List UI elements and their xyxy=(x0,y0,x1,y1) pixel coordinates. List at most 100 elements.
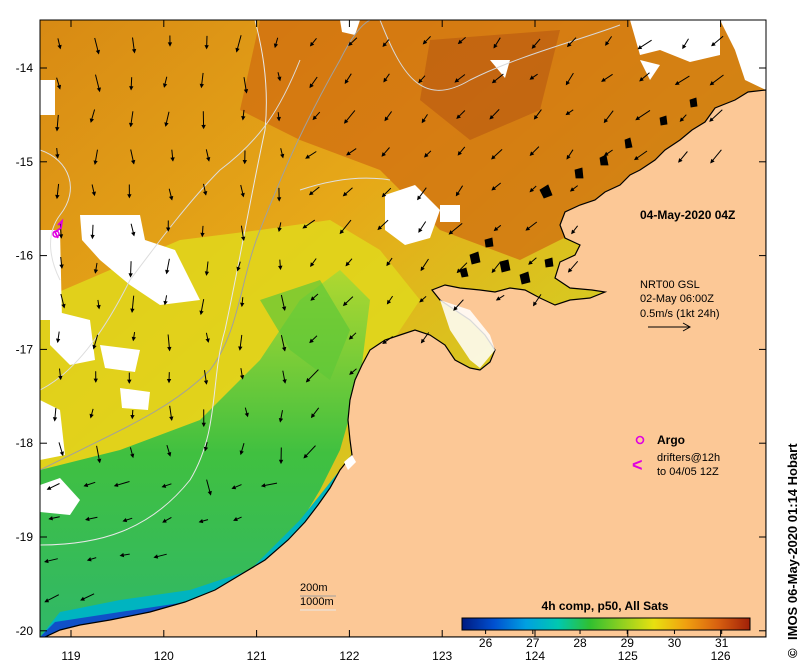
current-vector-head xyxy=(131,336,137,342)
current-vector-head xyxy=(86,557,92,562)
current-vector-head xyxy=(57,44,62,50)
current-vector-head xyxy=(601,77,606,82)
current-vector-head xyxy=(166,379,172,384)
current-vector-head xyxy=(491,155,496,160)
current-vector-head xyxy=(96,304,101,310)
colorbar-tick-label: 26 xyxy=(479,636,493,650)
current-vector-head xyxy=(55,154,60,159)
lat-tick-label: -16 xyxy=(16,249,34,263)
current-vector-head xyxy=(348,335,354,340)
lon-tick-label: 120 xyxy=(154,649,174,663)
current-vector-head xyxy=(456,268,462,274)
current-vector-head xyxy=(240,236,246,242)
current-vector-head xyxy=(231,485,237,490)
current-vector-head xyxy=(346,151,351,156)
current-source-label: NRT00 GSL xyxy=(640,279,700,291)
current-vector-head xyxy=(635,116,641,121)
current-vector-head xyxy=(456,114,461,119)
current-vector-head xyxy=(58,234,64,239)
current-vector-head xyxy=(239,374,245,380)
current-vector-head xyxy=(377,225,382,231)
current-vector-head xyxy=(235,47,240,53)
current-vector-head xyxy=(131,231,136,237)
plot-area xyxy=(40,20,766,637)
current-vector-head xyxy=(633,155,639,161)
current-vector-head xyxy=(342,301,348,307)
current-vector-head xyxy=(308,190,314,196)
vector-scale-arrow xyxy=(648,322,692,332)
current-vector-head xyxy=(240,302,245,308)
current-vector-head xyxy=(303,453,309,459)
copyright-icon: © xyxy=(785,648,800,658)
current-vector-head xyxy=(310,262,315,268)
current-vector-head xyxy=(312,115,318,121)
current-vector-head xyxy=(529,151,535,156)
current-vector-head xyxy=(278,417,284,423)
current-vector-head xyxy=(93,160,98,166)
current-vector-head xyxy=(96,87,101,93)
current-vector-head xyxy=(420,338,426,344)
cloud-mask xyxy=(40,20,766,515)
current-vector-head xyxy=(420,266,425,272)
current-vector-head xyxy=(130,453,135,459)
current-vector-head xyxy=(569,187,575,192)
current-vector-head xyxy=(281,306,287,311)
current-vector-head xyxy=(80,596,85,601)
current-vector-head xyxy=(242,159,248,165)
current-vector-head xyxy=(239,450,244,456)
current-vector-head xyxy=(52,417,58,422)
current-vector-head xyxy=(113,482,119,487)
current-vector-head xyxy=(277,227,282,233)
current-vector-head xyxy=(489,114,494,120)
current-vector-head xyxy=(491,78,497,84)
lon-tick-label: 122 xyxy=(339,649,359,663)
colorbar-tick-label: 28 xyxy=(573,636,587,650)
current-vector-head xyxy=(345,261,350,267)
current-vector-head xyxy=(280,153,285,159)
current-vector-head xyxy=(44,558,49,564)
current-vector-head xyxy=(167,346,172,352)
current-vector-head xyxy=(344,119,349,124)
current-vector-head xyxy=(711,41,716,47)
current-vector-head xyxy=(205,338,210,343)
current-vector-head xyxy=(525,226,531,231)
current-vector-head xyxy=(382,339,387,345)
current-vector-head xyxy=(344,79,349,85)
current-vector-head xyxy=(457,39,463,45)
current-vector-head xyxy=(97,458,102,464)
current-vector-head xyxy=(310,413,316,419)
current-vector-head xyxy=(381,152,386,157)
argo-float-marker[interactable] xyxy=(52,218,64,239)
current-vector-head xyxy=(55,127,60,132)
current-vector-head xyxy=(309,83,314,89)
current-vector-head xyxy=(203,380,209,385)
lon-tick-label: 126 xyxy=(711,649,731,663)
drifter-legend-icon: < xyxy=(632,455,643,475)
current-vector-head xyxy=(128,273,133,278)
current-vector-head xyxy=(565,80,570,86)
current-vector-head xyxy=(236,266,241,272)
current-vector-head xyxy=(421,118,426,124)
lon-tick-label: 125 xyxy=(618,649,638,663)
current-vector-head xyxy=(528,260,533,265)
current-vector-head xyxy=(58,375,63,381)
drifters-label-line1: drifters@12h xyxy=(657,452,720,464)
current-vector-head xyxy=(243,88,249,94)
current-vector-head xyxy=(167,42,173,47)
current-vector-head xyxy=(493,43,498,49)
lon-tick-label: 119 xyxy=(61,649,80,663)
current-vector-head xyxy=(454,78,460,83)
current-vector-head xyxy=(204,271,210,276)
current-vector-head xyxy=(273,43,279,49)
current-vector-head xyxy=(637,45,643,50)
current-vector-head xyxy=(198,518,204,524)
colorbar-ticks: 26 27 28 29 30 31 xyxy=(479,630,729,650)
current-vector-head xyxy=(277,76,282,82)
current-vector-head xyxy=(129,86,134,91)
vector-scale-label: 0.5m/s (1kt 24h) xyxy=(640,308,719,320)
colorbar-tick-label: 27 xyxy=(526,636,540,650)
current-vector-head xyxy=(603,118,609,124)
current-vector-head xyxy=(529,75,535,80)
argo-legend-label: Argo xyxy=(657,433,685,447)
